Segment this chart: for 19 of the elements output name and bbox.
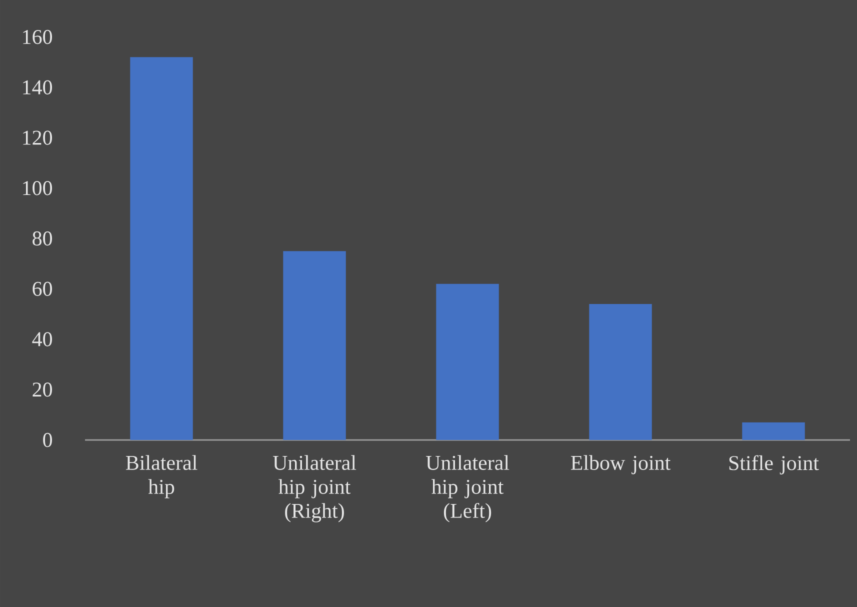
x-tick-label: Elbow joint	[570, 455, 671, 474]
y-tick-label: 0	[43, 432, 52, 448]
bar	[436, 284, 499, 440]
y-tick-label: 60	[32, 282, 52, 296]
bar	[130, 57, 193, 440]
y-tick-label: 160	[23, 30, 52, 44]
x-tick-label: Unilateral hip joint (Right)	[272, 455, 356, 522]
bar	[742, 422, 805, 440]
y-tick-label: 20	[32, 382, 52, 397]
y-tick-label: 100	[23, 181, 52, 196]
x-tick-label: Stifle joint	[729, 455, 819, 474]
y-tick-label: 120	[23, 130, 52, 145]
x-tick-label: Bilateral hip	[126, 455, 198, 498]
y-tick-label: 40	[32, 332, 52, 346]
x-tick-label: Unilateral hip joint (Left)	[426, 455, 510, 522]
y-tick-label: 140	[23, 80, 52, 94]
bar	[589, 304, 652, 440]
y-tick-label: 80	[32, 231, 52, 246]
bar	[283, 251, 346, 440]
